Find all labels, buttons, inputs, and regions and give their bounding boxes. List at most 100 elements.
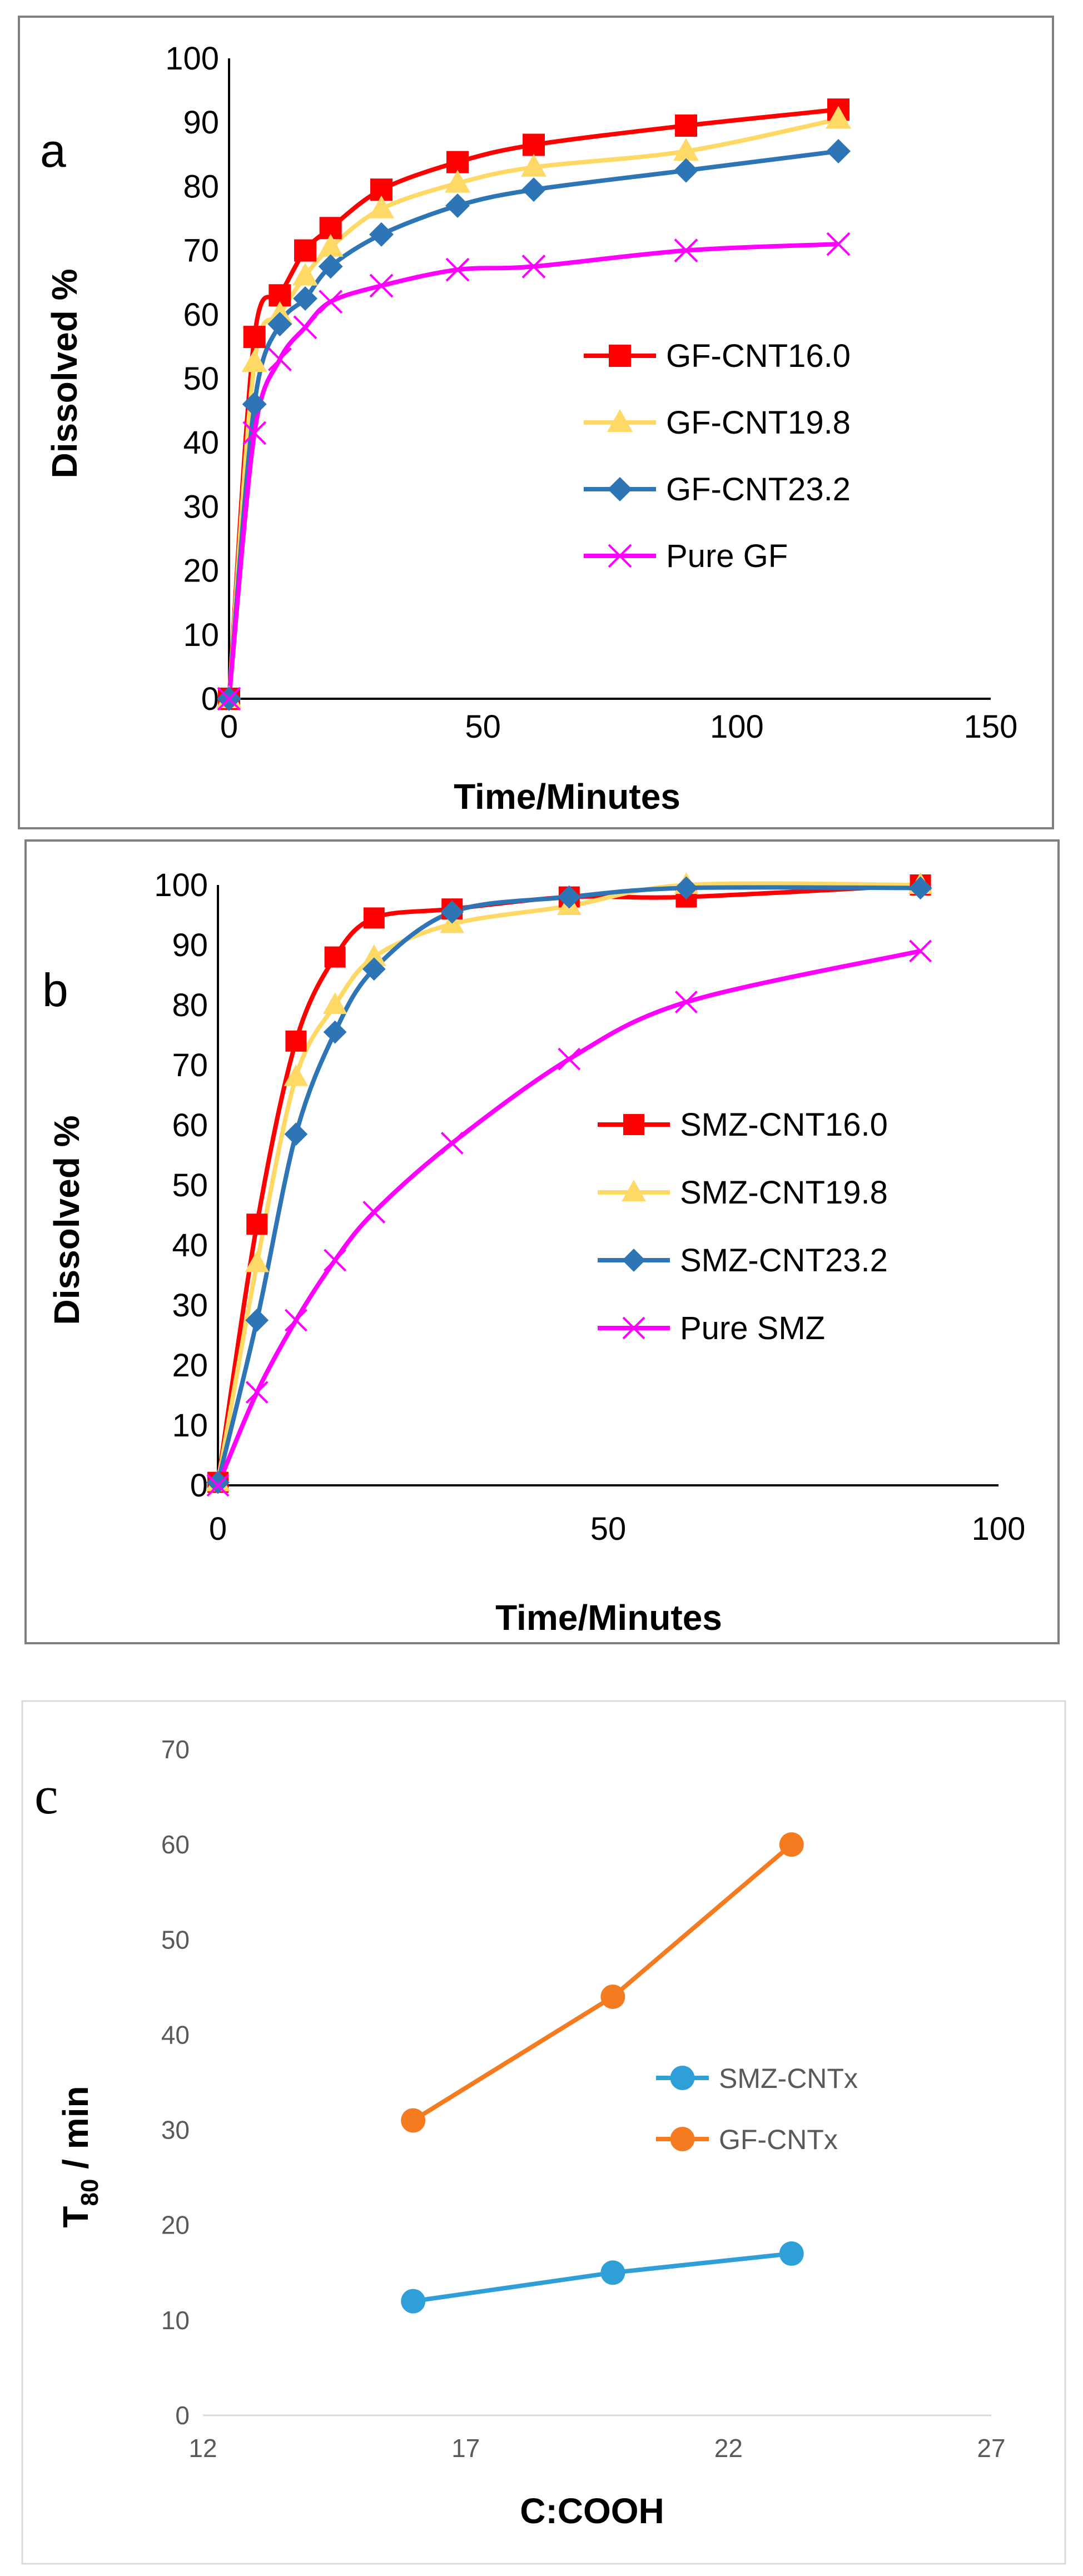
chart-a-data-point	[242, 421, 267, 445]
chart-a-data-point	[293, 286, 317, 311]
chart-c-data-point	[779, 2241, 804, 2266]
chart-a-legend-label: GF-CNT23.2	[666, 471, 851, 508]
chart-b-data-point	[674, 991, 698, 1014]
chart-b-y-tick-label: 10	[172, 1408, 208, 1444]
chart-a-y-tick-label: 80	[183, 168, 219, 205]
chart-b-y-tick-label: 0	[190, 1468, 208, 1504]
chart-a-svg: a 0 10 20 30 40 50 60 70 80 90 100 0 50 100 150 Time/…	[18, 16, 1054, 829]
chart-a-legend-marker	[609, 345, 631, 367]
chart-c-y-axis-title: T80 / min	[56, 2086, 103, 2227]
chart-a-data-point	[446, 151, 469, 173]
chart-a-y-tick-label: 60	[183, 297, 219, 333]
chart-a-y-tick-label: 100	[165, 41, 219, 77]
chart-b-data-point	[284, 1064, 309, 1086]
chart-a-data-point	[267, 312, 292, 337]
chart-c-svg: c 0 10 20 30 40 50 60 70 12 17 22 27 C:COOH T80 / …	[21, 1700, 1066, 2565]
chart-a-panel-label: a	[40, 125, 66, 177]
chart-a-data-point	[294, 239, 316, 262]
chart-a-data-point	[674, 158, 698, 183]
chart-a-y-tick-label: 40	[183, 425, 219, 461]
chart-c-x-tick-label: 27	[977, 2434, 1005, 2463]
chart-c-data-point	[401, 2108, 426, 2133]
chart-b-y-tick-label: 70	[172, 1047, 208, 1083]
chart-c-y-tick-label: 40	[161, 2020, 190, 2049]
chart-a-legend-marker	[607, 409, 633, 432]
chart-a-data-point	[267, 347, 292, 371]
chart-c-data-point	[779, 1832, 804, 1857]
chart-a-legend-label: GF-CNT19.8	[666, 405, 851, 441]
chart-a-y-tick-label: 50	[183, 361, 219, 397]
chart-a-y-tick-label: 20	[183, 553, 219, 589]
chart-a-legend-marker	[608, 544, 632, 568]
chart-b-legend-marker	[622, 1249, 645, 1272]
chart-c-legend-marker	[670, 2127, 695, 2151]
chart-b-data-point	[206, 1474, 230, 1497]
chart-b-legend-label: SMZ-CNT19.8	[680, 1175, 888, 1211]
chart-b-data-point	[674, 876, 698, 900]
chart-b-x-axis-title: Time/Minutes	[495, 1598, 722, 1638]
chart-b-y-tick-label: 30	[172, 1287, 208, 1324]
chart-c-y-tick-label: 30	[161, 2116, 190, 2145]
chart-c-x-axis-title: C:COOH	[520, 2491, 664, 2531]
chart-a-data-point	[674, 238, 698, 263]
chart-a-data-point	[445, 257, 470, 282]
chart-c-data-point	[401, 2289, 426, 2314]
chart-b-frame	[24, 839, 1060, 1644]
chart-a-data-point	[242, 392, 267, 417]
chart-c-x-tick-label: 12	[188, 2434, 217, 2463]
chart-a-legend-marker	[608, 477, 632, 501]
chart-b-data-point	[440, 1131, 464, 1155]
chart-a-data-point	[521, 177, 546, 202]
chart-c-x-tick-label: 17	[451, 2434, 480, 2463]
chart-b-data-point	[324, 1249, 347, 1272]
chart-c-y-axis-title-subscript: 80	[76, 2179, 103, 2206]
chart-b-data-point	[557, 885, 581, 909]
chart-a-series-line-2	[227, 117, 839, 699]
chart-a-data-point	[369, 273, 394, 298]
chart-c-legend-marker	[670, 2066, 695, 2090]
chart-a-x-axis-title: Time/Minutes	[454, 777, 680, 817]
chart-b-data-point	[206, 1470, 230, 1494]
chart-a-data-point	[673, 138, 699, 161]
chart-a-data-point	[826, 106, 851, 129]
chart-panel-b: b 0 10 20 30 40 50 60 70 80 90 100 0 50 100 Time/Min…	[0, 834, 1083, 1651]
chart-b-data-point	[322, 992, 347, 1015]
chart-b-legend-label: SMZ-CNT16.0	[680, 1107, 888, 1143]
chart-a-y-tick-label: 10	[183, 617, 219, 653]
chart-c-frame	[21, 1700, 1066, 2565]
chart-a-data-point	[445, 193, 470, 218]
chart-b-legend-marker	[623, 1114, 644, 1135]
chart-b-data-point	[245, 1309, 269, 1332]
chart-b-y-tick-label: 100	[154, 867, 208, 903]
chart-a-data-point	[369, 195, 394, 218]
chart-b-data-point	[285, 1030, 307, 1052]
chart-b-legend-label: Pure SMZ	[680, 1310, 825, 1346]
chart-b-svg: b 0 10 20 30 40 50 60 70 80 90 100 0 50 100 Time/Min…	[24, 839, 1060, 1644]
chart-b-panel-label: b	[42, 964, 68, 1016]
chart-c-panel-label: c	[34, 1766, 58, 1825]
chart-a-y-tick-label: 0	[201, 681, 219, 717]
chart-a-legend-label: GF-CNT16.0	[666, 338, 851, 374]
chart-a-data-point	[319, 290, 343, 314]
chart-a-y-axis-title: Dissolved %	[44, 268, 85, 478]
chart-a-y-tick-label: 70	[183, 233, 219, 269]
chart-b-y-tick-label: 80	[172, 987, 208, 1023]
chart-c-legend-label: GF-CNTx	[719, 2124, 838, 2155]
chart-c-x-tick-label: 22	[714, 2434, 743, 2463]
chart-a-data-point	[826, 232, 851, 256]
chart-a-data-point	[826, 139, 851, 164]
chart-b-data-point	[245, 1381, 269, 1404]
chart-c-y-tick-label: 0	[175, 2401, 190, 2430]
chart-c-y-axis-title-rest: / min	[56, 2086, 96, 2179]
chart-a-x-tick-label: 0	[220, 709, 238, 745]
chart-a-data-point	[523, 133, 545, 156]
chart-b-legend-marker	[622, 1316, 645, 1340]
chart-c-y-tick-label: 70	[161, 1735, 190, 1764]
chart-b-y-axis-title: Dissolved %	[47, 1115, 87, 1325]
chart-panel-c: c 0 10 20 30 40 50 60 70 12 17 22 27 C:COOH T80 / …	[0, 1695, 1083, 2576]
chart-b-x-tick-label: 100	[972, 1511, 1026, 1547]
chart-a-data-point	[521, 254, 546, 279]
chart-c-y-tick-label: 10	[161, 2306, 190, 2335]
chart-b-data-point	[558, 1047, 581, 1071]
chart-b-data-point	[246, 1214, 268, 1235]
